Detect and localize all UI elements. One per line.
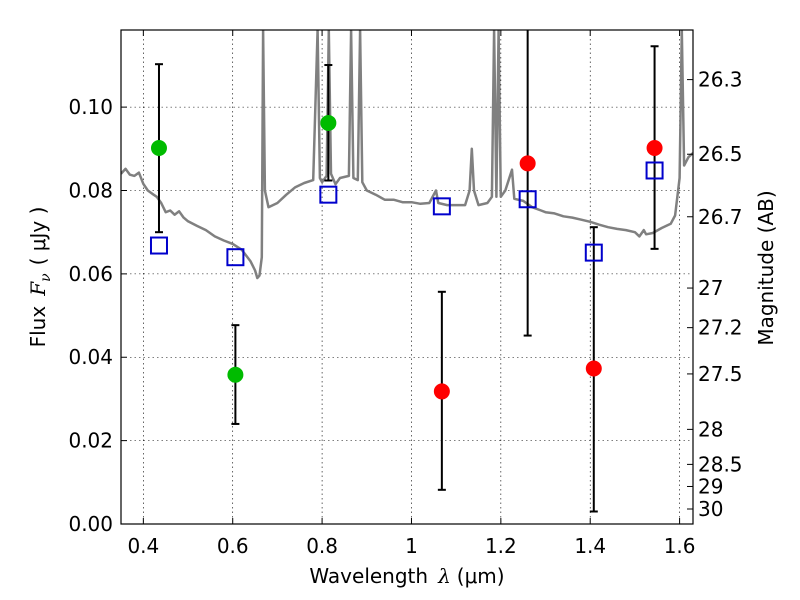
data-point-observed-red	[585, 360, 602, 377]
y2-tick-label: 28.5	[698, 452, 743, 476]
y2-tick-label: 30	[698, 497, 723, 521]
y-axis-title: FluxFν( μJy )	[26, 207, 54, 348]
x-tick-label: 0.6	[217, 534, 249, 558]
y-tick-label: 0.00	[68, 512, 113, 536]
data-point-observed-green	[320, 114, 337, 131]
y2-tick-label: 27.5	[698, 362, 743, 386]
model-spectrum	[121, 30, 693, 280]
x-axis-ticks: 0.4 0.6 0.8 1 1.2 1.4 1.6	[127, 30, 696, 558]
y2-tick-label: 26.7	[698, 205, 743, 229]
data-markers	[149, 114, 664, 400]
x-tick-label: 1.4	[574, 534, 606, 558]
data-point-model-bandpass	[319, 185, 338, 204]
x-tick-label: 1	[405, 534, 418, 558]
data-point-observed-green	[227, 366, 244, 383]
data-point-observed-red	[519, 155, 536, 172]
plot-frame	[120, 29, 694, 525]
y-axis-ticks: 0.00 0.02 0.04 0.06 0.08 0.10	[68, 95, 127, 536]
y2-tick-label: 27	[698, 276, 723, 300]
data-point-model-bandpass	[645, 161, 664, 180]
y2-tick-label: 26.5	[698, 142, 743, 166]
x-tick-label: 1.6	[664, 534, 696, 558]
x-tick-label: 0.4	[127, 534, 159, 558]
error-bars	[154, 30, 659, 513]
x-tick-label: 0.8	[306, 534, 338, 558]
y-tick-label: 0.04	[68, 345, 113, 369]
data-point-model-bandpass	[584, 243, 603, 262]
grid	[121, 30, 693, 525]
data-point-observed-red	[433, 383, 450, 400]
y2-tick-label: 26.3	[698, 68, 743, 92]
y2-tick-label: 27.2	[698, 316, 743, 340]
data-point-observed-red	[646, 139, 663, 156]
spectrum-line	[121, 30, 693, 280]
y2-tick-label: 28	[698, 417, 723, 441]
x-tick-label: 1.2	[485, 534, 517, 558]
data-point-model-bandpass	[149, 236, 168, 255]
data-point-model-bandpass	[432, 197, 451, 216]
y-tick-label: 0.10	[68, 95, 113, 119]
data-point-model-bandpass	[518, 190, 537, 209]
y-tick-label: 0.02	[68, 429, 113, 453]
y2-axis-title: Magnitude (AB)	[754, 190, 778, 345]
data-point-observed-green	[150, 139, 167, 156]
y-tick-label: 0.08	[68, 178, 113, 202]
y-tick-label: 0.06	[68, 262, 113, 286]
x-axis-title: Wavelength λ (μm)	[309, 564, 504, 588]
y2-tick-label: 29	[698, 474, 723, 498]
data-point-model-bandpass	[226, 248, 245, 267]
